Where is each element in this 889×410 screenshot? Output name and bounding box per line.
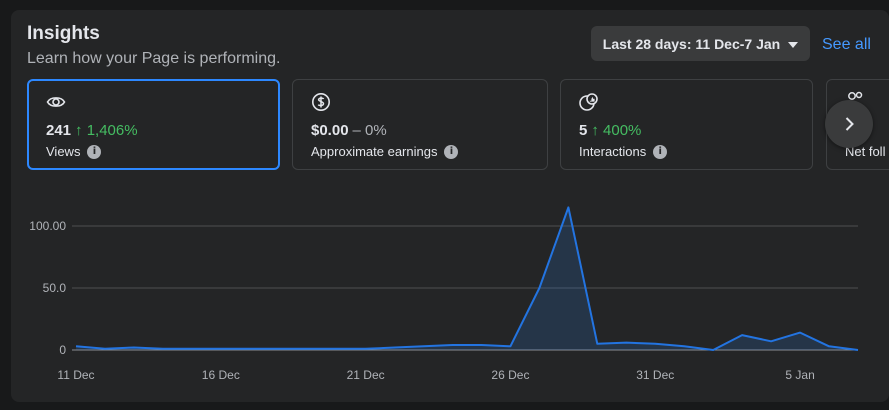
y-tick-label: 100.00	[29, 219, 66, 233]
x-tick-label: 21 Dec	[347, 368, 385, 382]
eye-icon	[46, 97, 66, 107]
x-tick-label: 16 Dec	[202, 368, 240, 382]
metric-label-row: Interactions i	[579, 144, 668, 159]
metric-value-row: 241 ↑ 1,406%	[46, 122, 138, 139]
x-tick-label: 5 Jan	[785, 368, 814, 382]
metric-card-views[interactable]: 241 ↑ 1,406% Views i	[27, 79, 280, 170]
metric-card-interactions[interactable]: 5 ↑ 400% Interactions i	[560, 79, 813, 170]
series-area	[76, 207, 858, 350]
metric-value: $0.00	[311, 122, 349, 139]
info-icon[interactable]: i	[444, 144, 459, 159]
date-range-label: Last 28 days: 11 Dec-7 Jan	[602, 35, 781, 52]
metric-value-row: 5 ↑ 400%	[579, 122, 641, 139]
metric-label: Interactions	[579, 144, 647, 159]
next-metrics-button[interactable]	[825, 100, 873, 148]
dollar-icon	[312, 93, 330, 111]
insights-title: Insights	[27, 23, 100, 44]
date-range-dropdown[interactable]: Last 28 days: 11 Dec-7 Jan	[591, 26, 810, 61]
metric-label: Net foll	[845, 144, 886, 159]
metric-value-row: $0.00– 0%	[311, 122, 387, 139]
metric-change: ↑ 400%	[591, 122, 642, 139]
chevron-right-icon	[845, 117, 854, 131]
metric-label-row: Net foll	[845, 144, 885, 159]
x-tick-label: 31 Dec	[636, 368, 674, 382]
see-all-link[interactable]: See all	[822, 36, 871, 53]
metric-label-row: Views i	[46, 144, 102, 159]
interactions-icon	[579, 93, 598, 111]
insights-card: Insights Learn how your Page is performi…	[11, 10, 889, 402]
metric-label-row: Approximate earnings i	[311, 144, 459, 159]
metric-label: Views	[46, 144, 81, 159]
series-line	[75, 206, 859, 351]
caret-down-icon	[788, 41, 799, 48]
metric-change: – 0%	[352, 122, 387, 139]
insights-subtitle: Learn how your Page is performing.	[27, 50, 281, 67]
metric-value: 5	[579, 122, 588, 139]
metric-card-earnings[interactable]: $0.00– 0% Approximate earnings i	[292, 79, 548, 170]
metric-label: Approximate earnings	[311, 144, 438, 159]
y-tick-label: 0	[59, 343, 66, 357]
metric-change: ↑ 1,406%	[75, 122, 138, 139]
views-chart: 0 50.0 100.00 11 Dec 16 Dec 21 Dec 26 Dec 31 De…	[29, 206, 859, 382]
info-icon[interactable]: i	[653, 144, 668, 159]
y-tick-label: 50.0	[43, 281, 67, 295]
info-icon[interactable]: i	[87, 144, 102, 159]
x-tick-label: 26 Dec	[491, 368, 529, 382]
metric-value: 241	[46, 122, 72, 139]
x-tick-label: 11 Dec	[57, 368, 94, 382]
